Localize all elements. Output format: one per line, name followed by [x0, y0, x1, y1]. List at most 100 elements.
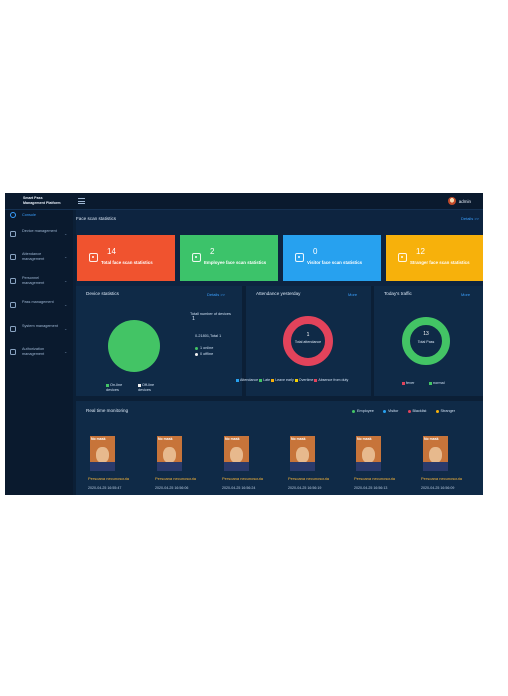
employee-face-scan-card[interactable]: 2 Employee face scan statistics [180, 235, 278, 281]
face-scan-icon [295, 253, 304, 262]
capture-photo: No mask [157, 436, 182, 471]
card-value: 12 [416, 247, 425, 256]
device-online-count: 1 online [195, 346, 213, 350]
monitor-capture-card[interactable]: No mask Persoana necunoscuta 2020-04-25 … [88, 436, 153, 495]
traffic-more-link[interactable]: More [461, 292, 471, 297]
chevron-down-icon: ⌄ [64, 231, 68, 236]
device-offline-count: 0 offline [195, 352, 213, 356]
sidebar-item-label: System management [22, 324, 58, 328]
sidebar-item-label: Attendance management [22, 252, 45, 261]
capture-name: Persoana necunoscuta [222, 476, 263, 481]
face-scan-icon [192, 253, 201, 262]
monitor-capture-card[interactable]: No mask Persoana necunoscuta 2020-04-25 … [421, 436, 483, 495]
attendance-label: Total attendance [294, 340, 322, 344]
legend-online-devices: On-line devices [106, 383, 123, 392]
device-details-link[interactable]: Details >> [207, 292, 226, 297]
pass-icon [10, 302, 16, 308]
capture-name: Persoana necunoscuta [421, 476, 462, 481]
legend-visitor: Visitor [382, 409, 398, 413]
device-total-value: 1 [192, 316, 196, 322]
capture-photo: No mask [290, 436, 315, 471]
monitor-capture-card[interactable]: No mask Persoana necunoscuta 2020-04-25 … [155, 436, 220, 495]
legend-normal: normal [429, 381, 445, 385]
sidebar-item-device-management[interactable]: Device management ⌄ [5, 229, 73, 239]
sidebar-item-personnel-management[interactable]: Personnel management ⌄ [5, 276, 73, 286]
main-content: Face scan statistics Details >> 14 Total… [76, 210, 483, 495]
app-title-line1: Smart Pass [23, 196, 43, 200]
app-title-line2: Management Platform [23, 200, 61, 205]
capture-photo: No mask [356, 436, 381, 471]
sidebar-item-label: Authorization management [22, 347, 45, 356]
device-summary: 0-21801,Total 1 [195, 334, 222, 338]
device-icon [10, 231, 16, 237]
attendance-icon [10, 254, 16, 260]
avatar [447, 197, 456, 205]
sidebar: Console Device management ⌄ Attendance m… [5, 210, 73, 495]
card-label: Stranger face scan statistics [410, 260, 470, 265]
app-title: Smart Pass Management Platform [23, 196, 61, 205]
offline-swatch [138, 383, 141, 387]
card-value: 2 [210, 247, 215, 256]
attendance-legend: Attendance Late Leave early Overtime Abs… [236, 378, 386, 382]
monitor-capture-card[interactable]: No mask Persoana necunoscuta 2020-04-25 … [354, 436, 419, 495]
sidebar-item-label: Console [22, 213, 36, 217]
card-value: 14 [107, 247, 116, 256]
device-total-label: Totall number of devices [190, 312, 231, 316]
menu-toggle-icon[interactable] [78, 198, 85, 204]
legend-offline-devices: Off-line devices [138, 383, 155, 392]
monitor-capture-card[interactable]: No mask Persoana necunoscuta 2020-04-25 … [222, 436, 287, 495]
chevron-down-icon: ⌄ [64, 254, 68, 259]
sidebar-item-label: Personnel management [22, 276, 45, 285]
attendance-more-link[interactable]: More [348, 292, 358, 297]
legend-fever: fever [402, 381, 414, 385]
attendance-value: 1 [306, 332, 310, 338]
authorization-icon [10, 349, 16, 355]
visitor-face-scan-card[interactable]: 0 Visitor face scan statistics [283, 235, 381, 281]
traffic-panel: Today's traffic More 13 Total Pass fever… [374, 286, 483, 396]
face-scan-panel: Face scan statistics Details >> 14 Total… [76, 210, 483, 286]
capture-photo: No mask [224, 436, 249, 471]
capture-time: 2020-04-25 16:56:09 [421, 486, 455, 490]
sidebar-item-attendance-management[interactable]: Attendance management ⌄ [5, 252, 73, 262]
offline-dot [195, 352, 198, 356]
capture-name: Persoana necunoscuta [288, 476, 329, 481]
face-scan-details-link[interactable]: Details >> [460, 216, 479, 221]
traffic-title: Today's traffic [384, 291, 412, 296]
sidebar-item-console[interactable]: Console [5, 211, 73, 220]
face-scan-icon [89, 253, 98, 262]
card-label: Employee face scan statistics [204, 260, 267, 265]
traffic-label: Total Pass [417, 340, 435, 344]
sidebar-item-system-management[interactable]: System management ⌄ [5, 324, 73, 334]
total-face-scan-card[interactable]: 14 Total face scan statistics [77, 235, 175, 281]
monitor-capture-card[interactable]: No mask Persoana necunoscuta 2020-04-25 … [288, 436, 353, 495]
capture-name: Persoana necunoscuta [155, 476, 196, 481]
legend-stranger: Stranger [435, 409, 455, 413]
capture-time: 2020-04-25 16:56:13 [354, 486, 388, 490]
sidebar-item-pass-management[interactable]: Pass management ⌄ [5, 300, 73, 310]
card-label: Total face scan statistics [101, 260, 153, 265]
monitoring-title: Real time monitoring [86, 408, 129, 413]
legend-overtime: Overtime [294, 378, 313, 382]
device-statistics-title: Device statistics [86, 291, 119, 296]
chevron-down-icon: ⌄ [64, 326, 68, 331]
card-value: 0 [313, 247, 318, 256]
capture-time: 2020-04-25 16:56:19 [288, 486, 322, 490]
capture-photo: No mask [90, 436, 115, 471]
face-scan-title: Face scan statistics [76, 216, 117, 221]
monitoring-legend: Employee Visitor Blacklist Stranger [352, 409, 455, 413]
fever-swatch [402, 381, 405, 385]
legend-blacklist: Blacklist [407, 409, 426, 413]
online-dot [195, 346, 198, 350]
capture-time: 2020-04-25 16:56:06 [155, 486, 189, 490]
capture-time: 2020-04-25 16:55:47 [88, 486, 122, 490]
stranger-face-scan-card[interactable]: 12 Stranger face scan statistics [386, 235, 483, 281]
real-time-monitoring-panel: Real time monitoring Employee Visitor Bl… [76, 401, 483, 495]
device-statistics-panel: Device statistics Details >> Totall numb… [76, 286, 242, 396]
card-label: Visitor face scan statistics [307, 260, 363, 265]
capture-photo: No mask [423, 436, 448, 471]
sidebar-item-authorization-management[interactable]: Authorization management ⌄ [5, 347, 73, 357]
user-menu[interactable]: admin [447, 197, 471, 205]
attendance-ring [283, 316, 333, 366]
legend-late: Late [259, 378, 270, 382]
legend-employee: Employee [352, 409, 374, 413]
